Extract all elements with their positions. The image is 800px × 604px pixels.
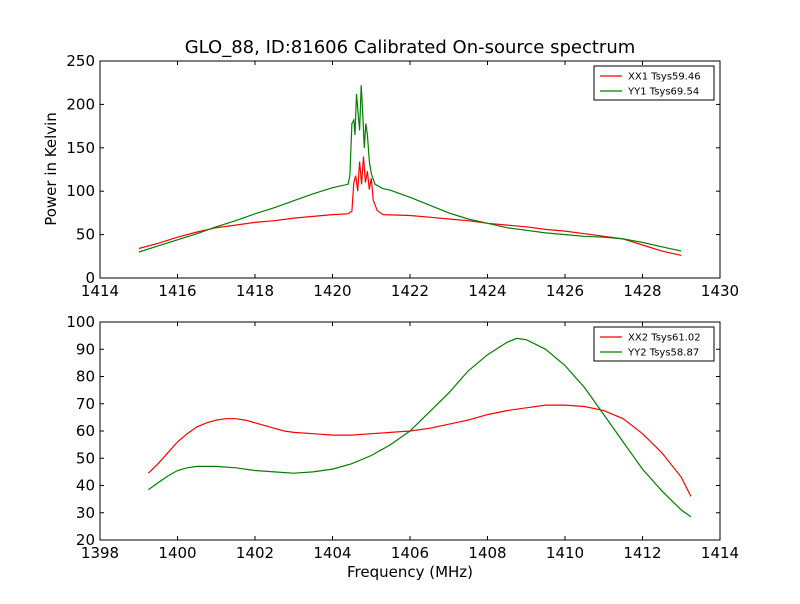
bottom-x-tick-label: 1402	[236, 544, 274, 562]
bottom-x-tick-label: 1404	[313, 544, 351, 562]
top-series-line-2	[138, 85, 682, 253]
top-legend-box	[593, 65, 715, 101]
chart-title: GLO_88, ID:81606 Calibrated On-source sp…	[185, 37, 636, 58]
top-legend-label: XX1 Tsys59.46	[628, 72, 701, 83]
bottom-y-tick-label: 30	[76, 504, 95, 522]
top-y-tick-label: 50	[76, 226, 95, 244]
bottom-plot-panel: 1398 1400 1402 1404 1406 1408 1410 1412 1414 20 30…	[66, 313, 739, 562]
top-x-tick-label: 1422	[391, 282, 429, 300]
bottom-legend-box	[593, 326, 715, 362]
bottom-x-tick-label: 1400	[158, 544, 196, 562]
top-x-tick-label: 1424	[468, 282, 506, 300]
bottom-y-tick-label: 40	[76, 477, 95, 495]
top-x-tick-label: 1416	[158, 282, 196, 300]
bottom-legend-label: XX2 Tsys61.02	[628, 333, 701, 344]
top-series-line-1	[138, 156, 682, 256]
top-y-tick-label: 200	[66, 95, 95, 113]
top-y-tick-label: 150	[66, 139, 95, 157]
bottom-series-line-1	[147, 404, 692, 497]
top-y-tick-label: 100	[66, 182, 95, 200]
bottom-legend: XX2 Tsys61.02 YY2 Tsys58.87	[593, 326, 715, 362]
bottom-x-tick-label: 1410	[546, 544, 584, 562]
bottom-x-tick-label: 1408	[468, 544, 506, 562]
bottom-y-tick-label: 60	[76, 422, 95, 440]
top-x-tick-label: 1426	[546, 282, 584, 300]
bottom-y-tick-label: 90	[76, 340, 95, 358]
top-x-tick-label: 1428	[623, 282, 661, 300]
top-x-tick-label: 1418	[236, 282, 274, 300]
bottom-y-tick-label: 50	[76, 449, 95, 467]
top-x-tick-label: 1430	[701, 282, 739, 300]
bottom-x-tick-label: 1398	[81, 544, 119, 562]
bottom-series-line-2	[148, 337, 692, 518]
top-legend: XX1 Tsys59.46 YY1 Tsys69.54	[593, 65, 715, 101]
top-x-tick-label: 1420	[313, 282, 351, 300]
bottom-x-tick-label: 1412	[623, 544, 661, 562]
y-axis-label: Power in Kelvin	[42, 112, 60, 226]
bottom-y-tick-label: 80	[76, 368, 95, 386]
bottom-x-tick-label: 1414	[701, 544, 739, 562]
top-legend-label: YY1 Tsys69.54	[627, 87, 699, 98]
top-plot-panel: 1414 1416 1418 1420 1422 1424 1426 1428 1430 0 50 1…	[66, 52, 739, 300]
top-y-tick-label: 250	[66, 52, 95, 70]
bottom-y-tick-label: 20	[76, 531, 95, 549]
bottom-x-tick-label: 1406	[391, 544, 429, 562]
top-x-tick-label: 1414	[81, 282, 119, 300]
bottom-legend-label: YY2 Tsys58.87	[627, 348, 699, 359]
top-y-tick-label: 0	[85, 269, 95, 287]
bottom-y-tick-label: 100	[66, 313, 95, 331]
x-axis-label: Frequency (MHz)	[347, 563, 473, 581]
bottom-y-tick-label: 70	[76, 395, 95, 413]
